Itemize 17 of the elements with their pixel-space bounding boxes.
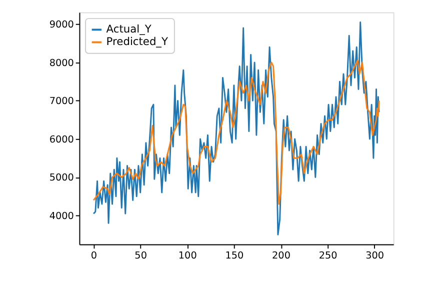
y-tick-label: 9000 (49, 20, 74, 31)
y-tick-label: 7000 (49, 96, 74, 108)
line-series (92, 22, 380, 236)
x-tick-label: 50 (134, 250, 147, 262)
x-tick-label: 0 (90, 250, 98, 262)
line-series (92, 60, 380, 205)
y-tick-label: 5000 (49, 172, 74, 184)
x-tick-label: 250 (318, 250, 338, 262)
x-tick-label: 100 (178, 250, 197, 262)
legend-label: Predicted_Y (106, 35, 168, 48)
x-tick-label: 150 (225, 250, 244, 262)
y-tick-label: 4000 (49, 210, 74, 222)
y-tick-label: 8000 (49, 58, 74, 69)
y-tick-label: 6000 (49, 134, 74, 146)
legend-label: Actual_Y (106, 22, 152, 36)
x-tick-label: 200 (272, 250, 290, 262)
x-tick-label: 300 (366, 250, 384, 262)
